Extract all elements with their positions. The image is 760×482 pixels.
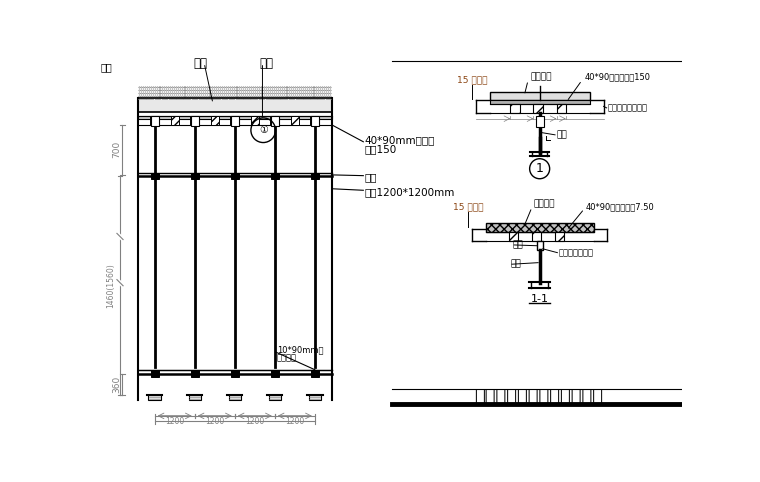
Bar xyxy=(291,116,299,125)
Text: 700: 700 xyxy=(112,141,122,159)
Text: 10*90mm方: 10*90mm方 xyxy=(277,345,324,354)
Bar xyxy=(309,395,321,400)
Bar xyxy=(138,98,332,112)
Text: ①: ① xyxy=(259,125,268,135)
Bar xyxy=(536,116,543,127)
Text: 主体楼板模板支设构造详图: 主体楼板模板支设构造详图 xyxy=(474,388,603,406)
Bar xyxy=(190,116,199,125)
Bar xyxy=(150,116,159,126)
Bar xyxy=(511,104,520,113)
Text: 1200: 1200 xyxy=(165,417,184,426)
Bar xyxy=(311,116,318,126)
Text: 混凝淡板: 混凝淡板 xyxy=(534,200,555,209)
Text: 混凝淡板: 混凝淡板 xyxy=(530,73,552,81)
Bar xyxy=(211,116,219,125)
Bar xyxy=(268,395,281,400)
Bar xyxy=(171,116,179,125)
Bar xyxy=(509,232,518,241)
Bar xyxy=(310,116,319,125)
Bar xyxy=(271,116,279,126)
Bar xyxy=(191,174,198,179)
Bar xyxy=(555,232,564,241)
Text: 40*90木方，间距150: 40*90木方，间距150 xyxy=(584,73,651,81)
Bar xyxy=(311,371,318,376)
Text: 360: 360 xyxy=(112,375,122,393)
Bar xyxy=(271,371,279,376)
Bar xyxy=(231,371,239,376)
Bar xyxy=(188,395,201,400)
Text: 模板: 模板 xyxy=(259,57,274,70)
Text: 附：: 附： xyxy=(101,62,112,72)
Text: 横杆: 横杆 xyxy=(365,172,378,182)
Bar xyxy=(271,174,279,179)
Text: 40*90木方，间距7.50: 40*90木方，间距7.50 xyxy=(586,203,654,212)
Bar xyxy=(486,223,594,232)
Bar xyxy=(532,232,541,241)
Text: 托杯: 托杯 xyxy=(513,241,524,250)
Bar xyxy=(270,116,280,125)
Bar xyxy=(251,116,258,125)
Text: 1: 1 xyxy=(536,162,543,175)
Bar xyxy=(150,371,159,376)
Text: 1200: 1200 xyxy=(245,417,264,426)
Bar xyxy=(150,116,160,125)
Bar xyxy=(148,395,161,400)
Text: 垫底木方: 垫底木方 xyxy=(277,353,297,362)
Text: 立杆: 立杆 xyxy=(511,260,521,268)
Bar xyxy=(556,104,566,113)
Text: 15 厚模板: 15 厚模板 xyxy=(453,203,483,212)
Bar xyxy=(231,174,239,179)
Text: 1-1: 1-1 xyxy=(530,294,549,304)
Text: 顶撑垫杆（双钢: 顶撑垫杆（双钢 xyxy=(559,248,594,257)
Text: 间距150: 间距150 xyxy=(365,144,397,154)
Bar xyxy=(537,241,543,250)
Text: 1200: 1200 xyxy=(205,417,224,426)
Bar xyxy=(138,116,332,120)
Text: 1460(1560): 1460(1560) xyxy=(106,263,116,308)
Bar xyxy=(231,116,239,126)
Bar xyxy=(534,104,543,113)
Bar xyxy=(489,93,590,100)
Text: 15 厚模板: 15 厚模板 xyxy=(457,76,487,85)
Text: 40*90mm木方，: 40*90mm木方， xyxy=(365,135,435,145)
Bar xyxy=(191,371,198,376)
Text: 立杆1200*1200mm: 立杆1200*1200mm xyxy=(365,187,455,197)
Bar xyxy=(489,100,590,104)
Bar xyxy=(191,116,198,126)
Bar xyxy=(229,395,241,400)
Text: 1200: 1200 xyxy=(285,417,305,426)
Text: 立杆: 立杆 xyxy=(556,130,567,139)
Bar xyxy=(311,174,318,179)
Bar xyxy=(230,116,239,125)
Text: 顶撑垫杆（双钢管: 顶撑垫杆（双钢管 xyxy=(607,104,648,112)
Bar xyxy=(150,174,159,179)
Text: 楼板: 楼板 xyxy=(194,57,207,70)
